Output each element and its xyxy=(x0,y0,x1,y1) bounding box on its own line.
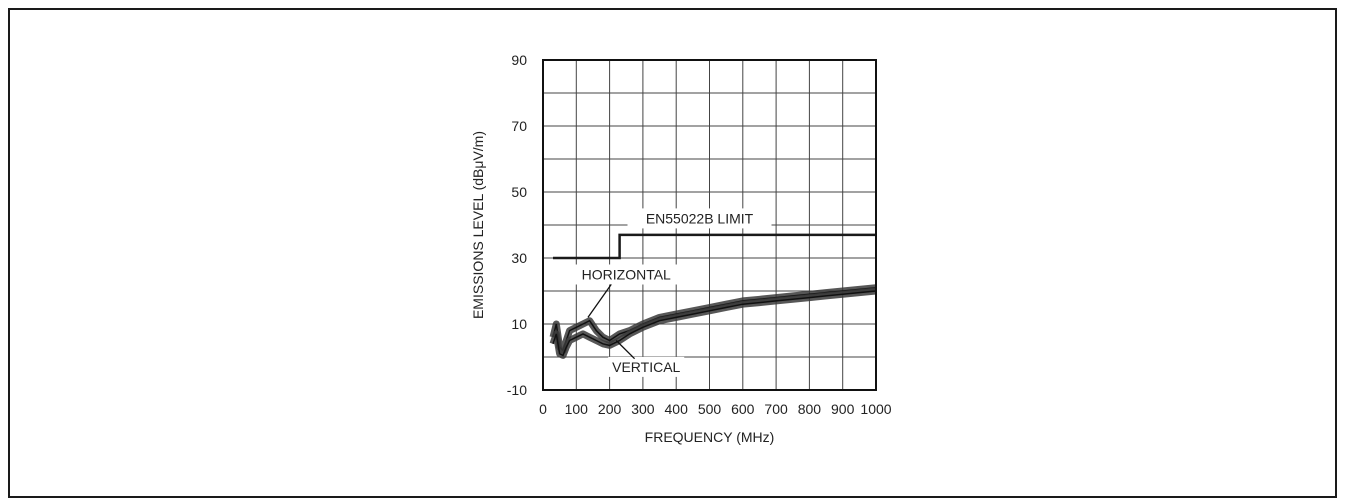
y-tick-label: 10 xyxy=(511,316,527,332)
x-tick-label: 200 xyxy=(598,401,622,417)
annotation-horizontal: HORIZONTAL xyxy=(582,267,671,283)
x-tick-label: 800 xyxy=(798,401,822,417)
annotation-horizontal-bg xyxy=(574,264,679,285)
y-tick-label: -10 xyxy=(507,382,527,398)
y-tick-label: 50 xyxy=(511,184,527,200)
y-tick-label: 90 xyxy=(511,52,527,68)
series-band-vertical xyxy=(549,287,877,359)
x-tick-label: 400 xyxy=(665,401,689,417)
x-tick-label: 0 xyxy=(539,401,547,417)
annotations: EN55022B LIMIT HORIZONTAL VERTICAL xyxy=(574,208,772,377)
annotation-limit: EN55022B LIMIT xyxy=(646,210,754,226)
annotation-vertical-bg xyxy=(608,356,685,377)
x-tick-label: 700 xyxy=(764,401,788,417)
series-layer xyxy=(549,233,877,359)
x-tick-label: 900 xyxy=(831,401,855,417)
annotation-limit-bg xyxy=(627,208,772,229)
y-tick-labels: -10 10 30 50 70 90 xyxy=(507,52,527,398)
x-tick-label: 100 xyxy=(565,401,589,417)
x-tick-labels: 0 100 200 300 400 500 600 700 800 900 1000 xyxy=(539,401,892,417)
plot-border xyxy=(542,59,877,391)
series-line-vertical xyxy=(552,290,877,357)
annotation-vertical: VERTICAL xyxy=(612,359,680,375)
series-line-en55022b-limit xyxy=(553,233,876,260)
annotation-horizontal-leader xyxy=(587,284,612,318)
x-tick-label: 500 xyxy=(698,401,722,417)
y-axis-label: EMISSIONS LEVEL (dBμV/m) xyxy=(470,131,486,319)
x-tick-label: 300 xyxy=(631,401,655,417)
y-tick-label: 30 xyxy=(511,250,527,266)
x-tick-label: 600 xyxy=(731,401,755,417)
x-tick-label: 1000 xyxy=(860,401,891,417)
x-axis-label: FREQUENCY (MHz) xyxy=(645,429,775,445)
annotation-vertical-leader xyxy=(615,340,636,360)
y-tick-label: 70 xyxy=(511,118,527,134)
emissions-chart: 0 100 200 300 400 500 600 700 800 900 1000 -10 10 30… xyxy=(470,52,892,445)
grid xyxy=(543,60,876,390)
